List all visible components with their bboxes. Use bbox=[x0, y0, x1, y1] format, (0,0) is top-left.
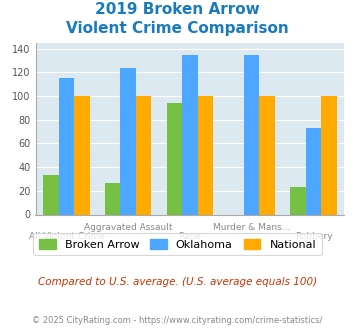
Bar bbox=[105, 182, 120, 214]
Bar bbox=[182, 55, 198, 214]
Bar bbox=[321, 96, 337, 214]
Text: 2019 Broken Arrow: 2019 Broken Arrow bbox=[95, 2, 260, 16]
Text: Compared to U.S. average. (U.S. average equals 100): Compared to U.S. average. (U.S. average … bbox=[38, 277, 317, 287]
Bar bbox=[43, 176, 59, 214]
Bar bbox=[244, 55, 260, 214]
Text: All Violent Crime: All Violent Crime bbox=[28, 232, 104, 241]
Text: © 2025 CityRating.com - https://www.cityrating.com/crime-statistics/: © 2025 CityRating.com - https://www.city… bbox=[32, 316, 323, 325]
Bar bbox=[167, 103, 182, 214]
Text: Rape: Rape bbox=[179, 232, 201, 241]
Bar bbox=[290, 187, 306, 214]
Bar bbox=[59, 79, 74, 214]
Bar bbox=[136, 96, 151, 214]
Bar bbox=[260, 96, 275, 214]
Bar bbox=[198, 96, 213, 214]
Text: Violent Crime Comparison: Violent Crime Comparison bbox=[66, 21, 289, 36]
Bar bbox=[120, 68, 136, 214]
Bar bbox=[74, 96, 89, 214]
Text: Robbery: Robbery bbox=[295, 232, 332, 241]
Text: Murder & Mans...: Murder & Mans... bbox=[213, 223, 290, 232]
Text: Aggravated Assault: Aggravated Assault bbox=[84, 223, 173, 232]
Bar bbox=[306, 128, 321, 214]
Legend: Broken Arrow, Oklahoma, National: Broken Arrow, Oklahoma, National bbox=[33, 233, 322, 255]
